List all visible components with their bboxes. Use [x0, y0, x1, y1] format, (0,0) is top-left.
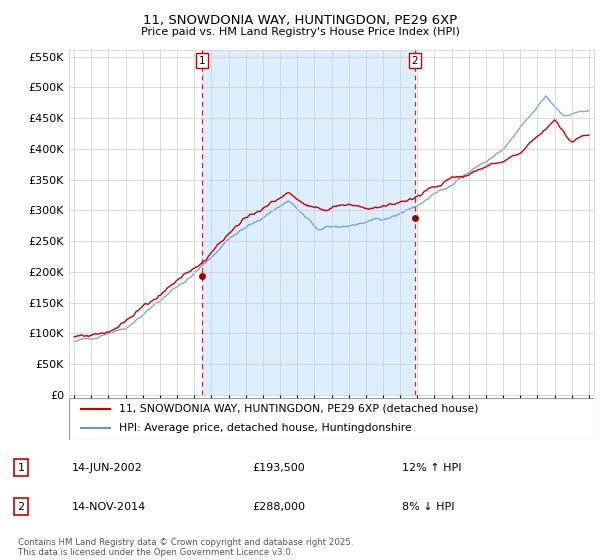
Text: 11, SNOWDONIA WAY, HUNTINGDON, PE29 6XP: 11, SNOWDONIA WAY, HUNTINGDON, PE29 6XP — [143, 14, 457, 27]
Text: £193,500: £193,500 — [252, 463, 305, 473]
Text: Price paid vs. HM Land Registry's House Price Index (HPI): Price paid vs. HM Land Registry's House … — [140, 27, 460, 37]
Text: 2: 2 — [412, 55, 418, 66]
Text: 8% ↓ HPI: 8% ↓ HPI — [402, 502, 455, 512]
Text: 1: 1 — [17, 463, 25, 473]
Text: 11, SNOWDONIA WAY, HUNTINGDON, PE29 6XP (detached house): 11, SNOWDONIA WAY, HUNTINGDON, PE29 6XP … — [119, 404, 478, 414]
Text: 12% ↑ HPI: 12% ↑ HPI — [402, 463, 461, 473]
Bar — [202, 50, 415, 395]
Text: 1: 1 — [199, 55, 205, 66]
Text: £288,000: £288,000 — [252, 502, 305, 512]
Text: 14-NOV-2014: 14-NOV-2014 — [72, 502, 146, 512]
Text: Contains HM Land Registry data © Crown copyright and database right 2025.
This d: Contains HM Land Registry data © Crown c… — [18, 538, 353, 557]
Text: 2: 2 — [17, 502, 25, 512]
Text: 14-JUN-2002: 14-JUN-2002 — [72, 463, 143, 473]
Text: HPI: Average price, detached house, Huntingdonshire: HPI: Average price, detached house, Hunt… — [119, 423, 412, 433]
